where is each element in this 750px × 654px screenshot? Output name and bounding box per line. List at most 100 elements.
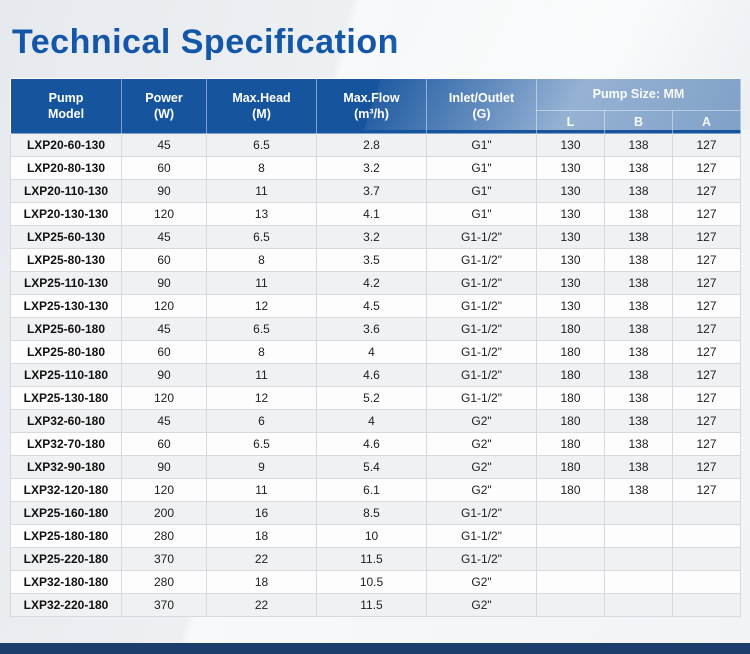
cell-flow: 3.2: [316, 225, 427, 250]
cell-b: 138: [604, 317, 673, 342]
cell-a: 127: [671, 455, 742, 480]
cell-head: 6: [206, 409, 317, 434]
cell-a: 127: [671, 202, 742, 227]
cell-l: 130: [536, 133, 605, 158]
cell-flow: 10: [316, 524, 427, 549]
cell-head: 11: [206, 478, 317, 503]
cell-power: 60: [121, 340, 207, 365]
cell-l: [536, 593, 605, 618]
cell-head: 18: [206, 524, 317, 549]
cell-model: LXP25-180-180: [10, 524, 122, 549]
cell-a: 127: [671, 317, 742, 342]
col-header-size-b: B: [604, 109, 673, 135]
cell-inlet: G1": [426, 202, 537, 227]
cell-inlet: G2": [426, 570, 537, 595]
cell-power: 280: [121, 570, 207, 595]
cell-a: 127: [671, 156, 742, 181]
cell-b: 138: [604, 271, 673, 296]
cell-model: LXP25-80-130: [10, 248, 122, 273]
cell-inlet: G1": [426, 156, 537, 181]
cell-model: LXP32-180-180: [10, 570, 122, 595]
cell-model: LXP25-60-180: [10, 317, 122, 342]
cell-power: 370: [121, 547, 207, 572]
cell-power: 90: [121, 179, 207, 204]
cell-a: 127: [671, 363, 742, 388]
col-header-max-head: Max.Head (M): [206, 77, 317, 135]
cell-head: 6.5: [206, 225, 317, 250]
cell-a: 127: [671, 409, 742, 434]
table-row: LXP32-120-180 120 11 6.1 G2" 180 138 127: [10, 478, 742, 503]
cell-model: LXP25-110-180: [10, 363, 122, 388]
cell-a: [671, 501, 742, 526]
cell-a: 127: [671, 432, 742, 457]
cell-b: [604, 501, 673, 526]
cell-inlet: G1-1/2": [426, 524, 537, 549]
cell-model: LXP25-80-180: [10, 340, 122, 365]
cell-l: 180: [536, 432, 605, 457]
cell-inlet: G2": [426, 409, 537, 434]
cell-power: 45: [121, 225, 207, 250]
header-row-main: Pump Model Power (W) Max.Head (M) Max.Fl…: [10, 77, 742, 135]
cell-inlet: G1": [426, 179, 537, 204]
cell-head: 12: [206, 386, 317, 411]
cell-b: [604, 593, 673, 618]
cell-b: 138: [604, 225, 673, 250]
table-row: LXP32-90-180 90 9 5.4 G2" 180 138 127: [10, 455, 742, 480]
cell-inlet: G2": [426, 432, 537, 457]
cell-flow: 4: [316, 409, 427, 434]
cell-flow: 3.2: [316, 156, 427, 181]
table-row: LXP25-180-180 280 18 10 G1-1/2": [10, 524, 742, 549]
cell-flow: 4.6: [316, 432, 427, 457]
table-row: LXP20-80-130 60 8 3.2 G1" 130 138 127: [10, 156, 742, 181]
cell-power: 280: [121, 524, 207, 549]
col-header-pump-model: Pump Model: [10, 77, 122, 135]
cell-inlet: G1-1/2": [426, 271, 537, 296]
cell-model: LXP20-80-130: [10, 156, 122, 181]
cell-l: 130: [536, 271, 605, 296]
table-row: LXP25-130-130 120 12 4.5 G1-1/2" 130 138 127: [10, 294, 742, 319]
table-row: LXP25-130-180 120 12 5.2 G1-1/2" 180 138 127: [10, 386, 742, 411]
cell-flow: 2.8: [316, 133, 427, 158]
cell-head: 6.5: [206, 432, 317, 457]
cell-power: 45: [121, 317, 207, 342]
table-row: LXP25-110-130 90 11 4.2 G1-1/2" 130 138 127: [10, 271, 742, 296]
cell-power: 120: [121, 478, 207, 503]
table-row: LXP25-60-130 45 6.5 3.2 G1-1/2" 130 138 127: [10, 225, 742, 250]
cell-head: 12: [206, 294, 317, 319]
cell-flow: 6.1: [316, 478, 427, 503]
cell-model: LXP32-90-180: [10, 455, 122, 480]
cell-inlet: G2": [426, 478, 537, 503]
table-row: LXP32-180-180 280 18 10.5 G2": [10, 570, 742, 595]
table-row: LXP20-130-130 120 13 4.1 G1" 130 138 127: [10, 202, 742, 227]
col-header-power: Power (W): [121, 77, 207, 135]
table-row: LXP32-70-180 60 6.5 4.6 G2" 180 138 127: [10, 432, 742, 457]
cell-model: LXP32-120-180: [10, 478, 122, 503]
cell-a: 127: [671, 179, 742, 204]
cell-model: LXP25-220-180: [10, 547, 122, 572]
col-header-size-a: A: [671, 109, 742, 135]
cell-flow: 8.5: [316, 501, 427, 526]
cell-flow: 4.6: [316, 363, 427, 388]
table-row: LXP25-80-130 60 8 3.5 G1-1/2" 130 138 127: [10, 248, 742, 273]
cell-flow: 11.5: [316, 593, 427, 618]
cell-a: 127: [671, 386, 742, 411]
cell-model: LXP25-130-180: [10, 386, 122, 411]
cell-head: 9: [206, 455, 317, 480]
cell-head: 11: [206, 179, 317, 204]
cell-head: 6.5: [206, 317, 317, 342]
spec-table: Pump Model Power (W) Max.Head (M) Max.Fl…: [10, 77, 742, 618]
cell-head: 11: [206, 363, 317, 388]
cell-flow: 11.5: [316, 547, 427, 572]
cell-a: 127: [671, 294, 742, 319]
cell-a: 127: [671, 271, 742, 296]
cell-power: 120: [121, 202, 207, 227]
cell-model: LXP25-110-130: [10, 271, 122, 296]
cell-inlet: G1-1/2": [426, 386, 537, 411]
cell-inlet: G1-1/2": [426, 363, 537, 388]
cell-power: 45: [121, 133, 207, 158]
cell-b: 138: [604, 133, 673, 158]
cell-l: [536, 524, 605, 549]
cell-b: 138: [604, 409, 673, 434]
cell-model: LXP25-130-130: [10, 294, 122, 319]
